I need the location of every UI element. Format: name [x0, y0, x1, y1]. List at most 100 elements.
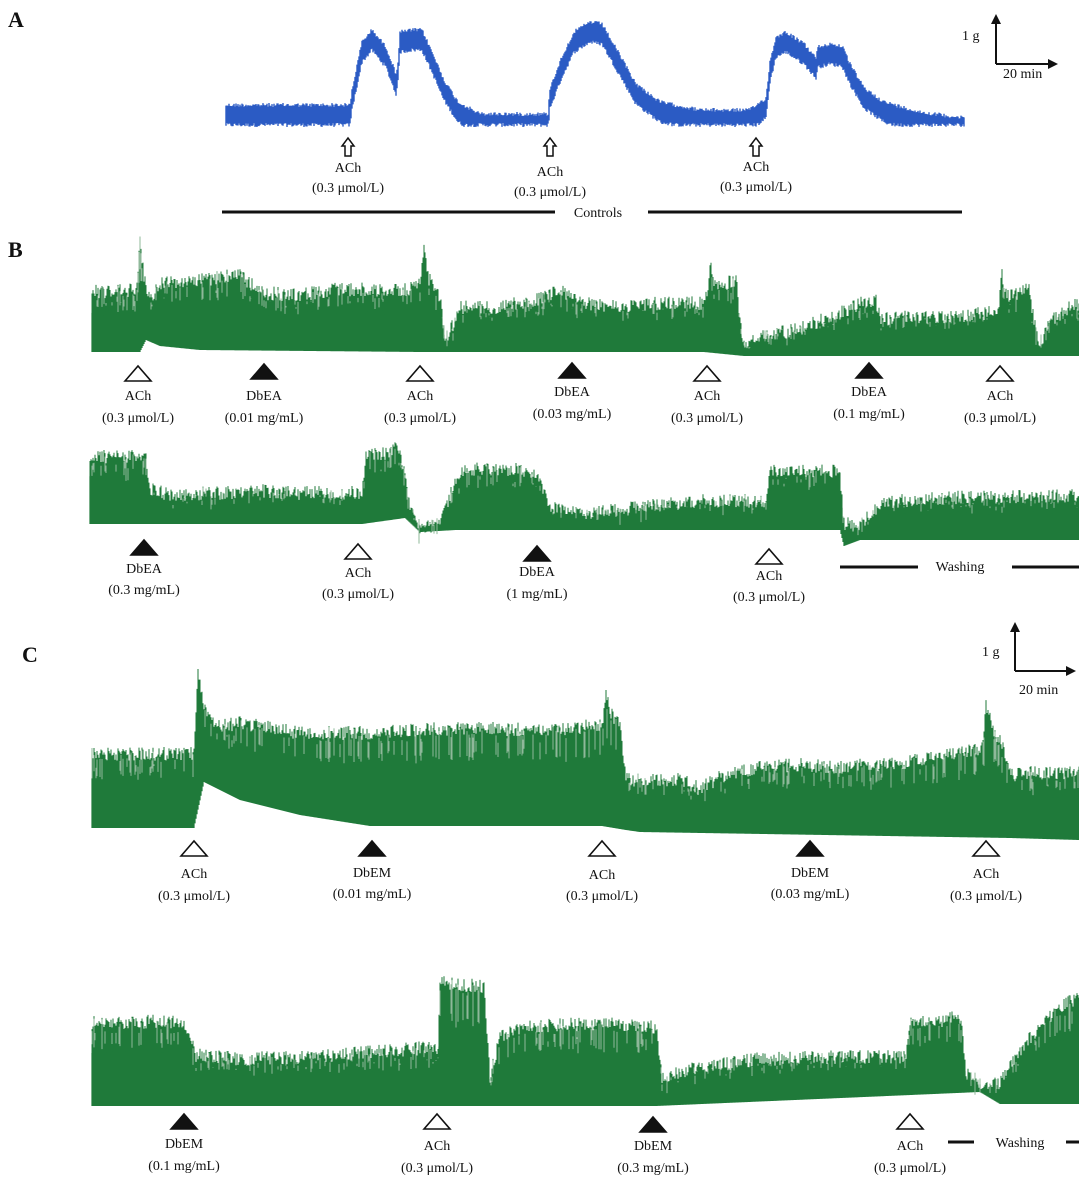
filled-triangle-icon	[638, 1115, 668, 1133]
traces	[89, 21, 1079, 1106]
marker-dose-label: (0.3 μmol/L)	[322, 587, 394, 602]
scale-bar-c-horizontal-label: 20 min	[1019, 683, 1058, 698]
open-triangle-icon	[985, 364, 1015, 382]
marker-ach-9: ACh (0.3 μmol/L)	[964, 364, 1036, 426]
marker-dose-label: (0.3 μmol/L)	[874, 1161, 946, 1176]
panel-label-c: C	[22, 642, 38, 667]
marker-ach-0: ACh (0.3 μmol/L)	[312, 136, 384, 196]
trace-c1-body	[91, 714, 1079, 840]
marker-ach-22: ACh (0.3 μmol/L)	[874, 1112, 946, 1176]
marker-agent-label: ACh	[987, 389, 1013, 404]
filled-triangle-icon	[129, 538, 159, 556]
marker-dbem-21: DbEM (0.3 mg/mL)	[617, 1115, 689, 1176]
filled-triangle-icon	[357, 839, 387, 857]
marker-agent-label: DbEM	[634, 1139, 673, 1154]
scale-bar-c: 1 g 20 min	[982, 622, 1076, 698]
marker-dose-label: (0.03 mg/mL)	[533, 407, 612, 422]
washing-bar-b: Washing	[840, 560, 1079, 575]
scale-bar-c-vertical-label: 1 g	[982, 645, 1000, 660]
marker-agent-label: ACh	[589, 868, 615, 883]
marker-agent-label: ACh	[407, 389, 433, 404]
marker-ach-18: ACh (0.3 μmol/L)	[950, 839, 1022, 904]
washing-label-c: Washing	[996, 1136, 1045, 1151]
trace-c2-highlights	[91, 980, 1073, 1095]
scale-bar-a: 1 g 20 min	[962, 14, 1058, 82]
marker-dose-label: (0.3 μmol/L)	[720, 180, 792, 195]
marker-dose-label: (0.01 mg/mL)	[333, 887, 412, 902]
marker-dose-label: (0.1 mg/mL)	[148, 1159, 220, 1174]
marker-dose-label: (0.01 mg/mL)	[225, 411, 304, 426]
marker-agent-label: ACh	[756, 569, 782, 584]
filled-triangle-icon	[169, 1112, 199, 1130]
open-triangle-icon	[692, 364, 722, 382]
marker-dose-label: (0.1 mg/mL)	[833, 407, 905, 422]
panel-label-a: A	[8, 7, 24, 32]
marker-dose-label: (0.3 μmol/L)	[401, 1161, 473, 1176]
washing-label-b: Washing	[936, 560, 985, 575]
panel-label-b: B	[8, 237, 23, 262]
marker-ach-2: ACh (0.3 μmol/L)	[720, 136, 792, 195]
filled-triangle-icon	[522, 544, 552, 562]
marker-ach-13: ACh (0.3 μmol/L)	[733, 547, 805, 605]
open-triangle-icon	[405, 364, 435, 382]
washing-bar-c: Washing	[948, 1136, 1079, 1151]
open-triangle-icon	[971, 839, 1001, 857]
filled-triangle-icon	[557, 361, 587, 379]
open-triangle-icon	[754, 547, 784, 565]
marker-agent-label: ACh	[345, 566, 371, 581]
controls-label: Controls	[574, 206, 622, 221]
trace-a	[225, 21, 965, 127]
marker-dose-label: (0.3 μmol/L)	[733, 590, 805, 605]
marker-agent-label: ACh	[335, 161, 361, 176]
marker-dbea-8: DbEA (0.1 mg/mL)	[833, 361, 905, 422]
marker-dose-label: (0.03 mg/mL)	[771, 887, 850, 902]
open-triangle-icon	[123, 364, 153, 382]
marker-dbem-15: DbEM (0.01 mg/mL)	[333, 839, 412, 902]
marker-dose-label: (0.3 μmol/L)	[102, 411, 174, 426]
marker-dbea-12: DbEA (1 mg/mL)	[506, 544, 568, 602]
up-arrow-icon	[340, 136, 356, 157]
marker-dbea-10: DbEA (0.3 mg/mL)	[108, 538, 180, 598]
marker-dose-label: (0.3 μmol/L)	[964, 411, 1036, 426]
marker-agent-label: ACh	[537, 165, 563, 180]
marker-dose-label: (0.3 μmol/L)	[514, 185, 586, 200]
marker-dose-label: (0.3 μmol/L)	[671, 411, 743, 426]
marker-agent-label: DbEA	[246, 389, 283, 404]
filled-triangle-icon	[795, 839, 825, 857]
trace-b1-body	[91, 278, 1079, 356]
marker-agent-label: ACh	[743, 160, 769, 175]
marker-ach-7: ACh (0.3 μmol/L)	[671, 364, 743, 426]
trace-c1	[91, 668, 1079, 840]
trace-b2	[89, 442, 1079, 546]
marker-ach-1: ACh (0.3 μmol/L)	[514, 136, 586, 200]
controls-bar: Controls	[222, 206, 962, 221]
marker-agent-label: DbEM	[791, 866, 830, 881]
marker-agent-label: ACh	[125, 389, 151, 404]
marker-dose-label: (0.3 μmol/L)	[566, 889, 638, 904]
marker-dose-label: (0.3 μmol/L)	[950, 889, 1022, 904]
trace-a-band	[225, 21, 965, 127]
trace-c2	[91, 976, 1079, 1106]
trace-b2-highlights	[91, 447, 1078, 544]
open-triangle-icon	[895, 1112, 925, 1130]
marker-ach-20: ACh (0.3 μmol/L)	[401, 1112, 473, 1176]
filled-triangle-icon	[249, 362, 279, 380]
marker-dbem-19: DbEM (0.1 mg/mL)	[148, 1112, 220, 1174]
marker-agent-label: DbEA	[554, 385, 591, 400]
marker-dbem-17: DbEM (0.03 mg/mL)	[771, 839, 850, 902]
open-triangle-icon	[343, 542, 373, 560]
marker-agent-label: ACh	[973, 867, 999, 882]
marker-agent-label: DbEM	[353, 866, 392, 881]
marker-dose-label: (1 mg/mL)	[506, 587, 567, 602]
marker-agent-label: ACh	[694, 389, 720, 404]
open-triangle-icon	[587, 839, 617, 857]
marker-agent-label: DbEA	[519, 565, 556, 580]
marker-agent-label: ACh	[424, 1139, 450, 1154]
scale-bar-a-vertical-label: 1 g	[962, 29, 980, 44]
marker-dose-label: (0.3 μmol/L)	[312, 181, 384, 196]
marker-agent-label: ACh	[897, 1139, 923, 1154]
marker-agent-label: DbEM	[165, 1137, 204, 1152]
markers: ACh (0.3 μmol/L) ACh (0.3 μmol/L) ACh (0.3 μm…	[102, 136, 1036, 1176]
marker-ach-14: ACh (0.3 μmol/L)	[158, 839, 230, 904]
